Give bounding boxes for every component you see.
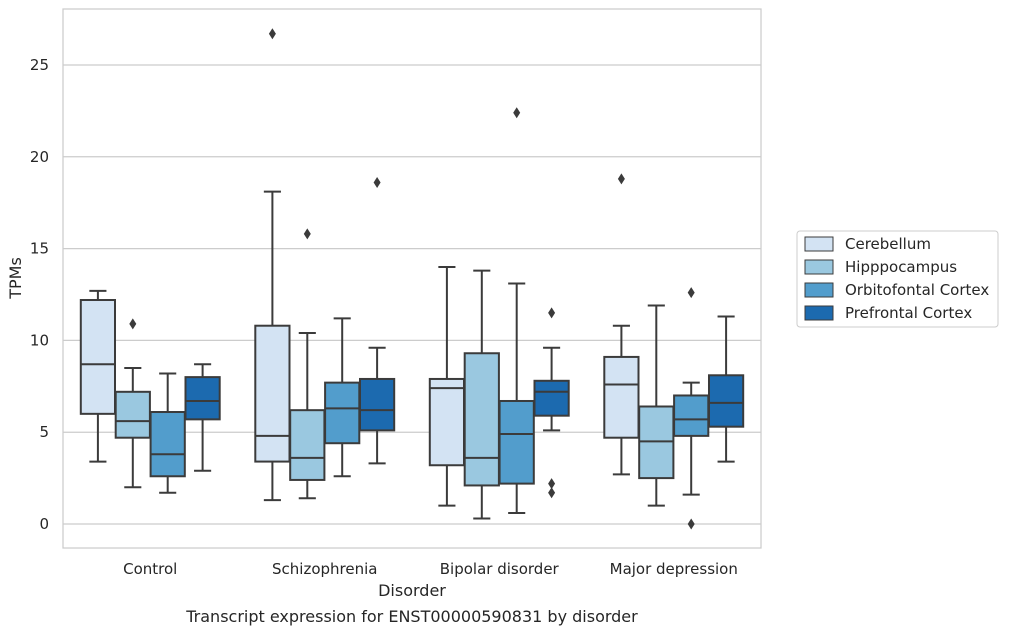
x-tick-label: Bipolar disorder [440, 560, 560, 578]
box-1-3 [358, 177, 396, 465]
box-1-2 [324, 317, 361, 478]
box-iqr [358, 377, 396, 432]
box-2-0 [428, 265, 466, 507]
y-tick-label: 0 [39, 515, 49, 533]
outlier-point [548, 307, 556, 319]
box-2-2 [498, 107, 535, 514]
box-0-0 [79, 289, 117, 463]
box-iqr [428, 377, 466, 467]
y-axis-label: TPMs [6, 257, 25, 300]
box-3-2 [673, 287, 710, 530]
box-iqr [707, 374, 745, 428]
y-tick-label: 25 [30, 56, 49, 74]
legend-swatch [804, 259, 834, 275]
box-2-3 [533, 307, 570, 499]
y-tick-label: 15 [30, 240, 49, 258]
outlier-point [373, 177, 381, 189]
y-tick-label: 5 [39, 423, 49, 441]
box-iqr [79, 299, 117, 415]
outlier-point [268, 28, 276, 40]
outlier-point [129, 318, 137, 330]
box-1-1 [289, 228, 326, 500]
outlier-point [513, 107, 521, 119]
legend-label: Orbitofontal Cortex [845, 281, 989, 299]
outlier-point [548, 478, 556, 490]
box-iqr [254, 324, 291, 463]
x-tick-label: Major depression [610, 560, 738, 578]
box-iqr [289, 409, 326, 481]
legend-swatch [804, 282, 834, 298]
box-iqr [498, 399, 535, 485]
box-0-1 [114, 318, 151, 489]
box-iqr [114, 390, 151, 439]
outlier-point [303, 228, 311, 240]
box-2-1 [463, 269, 500, 520]
legend-frame [796, 230, 999, 328]
box-3-1 [638, 304, 675, 507]
box-iqr [184, 376, 221, 421]
box-0-2 [149, 372, 186, 494]
outlier-point [687, 287, 695, 299]
box-iqr [149, 411, 186, 478]
legend-swatch [804, 236, 834, 252]
x-tick-label: Control [123, 560, 177, 578]
legend-label: Hipppocampus [845, 258, 957, 276]
box-iqr [603, 355, 640, 439]
box-3-3 [707, 315, 745, 463]
y-tick-label: 20 [30, 148, 49, 166]
outlier-point [548, 487, 556, 499]
plot-frame [62, 8, 762, 549]
box-iqr [463, 352, 500, 487]
x-tick-label: Schizophrenia [272, 560, 377, 578]
legend-swatch [804, 305, 834, 321]
boxes [79, 28, 745, 530]
outlier-point [617, 173, 625, 185]
x-axis-label: Disorder [378, 581, 446, 600]
legend: Cerebellum Hipppocampus Orbitofontal Corte… [796, 230, 999, 328]
y-tick-label: 10 [30, 331, 49, 349]
chart-caption: Transcript expression for ENST0000059083… [185, 607, 638, 626]
box-iqr [324, 381, 361, 445]
legend-label: Prefrontal Cortex [845, 304, 972, 322]
box-0-3 [184, 363, 221, 472]
box-iqr [533, 379, 570, 417]
outlier-point [687, 518, 695, 530]
box-iqr [673, 394, 710, 437]
legend-label: Cerebellum [845, 235, 931, 253]
x-tick-labels: Control Schizophrenia Bipolar disorder Majo… [123, 560, 738, 578]
y-tick-labels: 0 5 10 15 20 25 [30, 56, 49, 533]
box-3-0 [603, 173, 640, 476]
box-1-0 [254, 28, 291, 502]
